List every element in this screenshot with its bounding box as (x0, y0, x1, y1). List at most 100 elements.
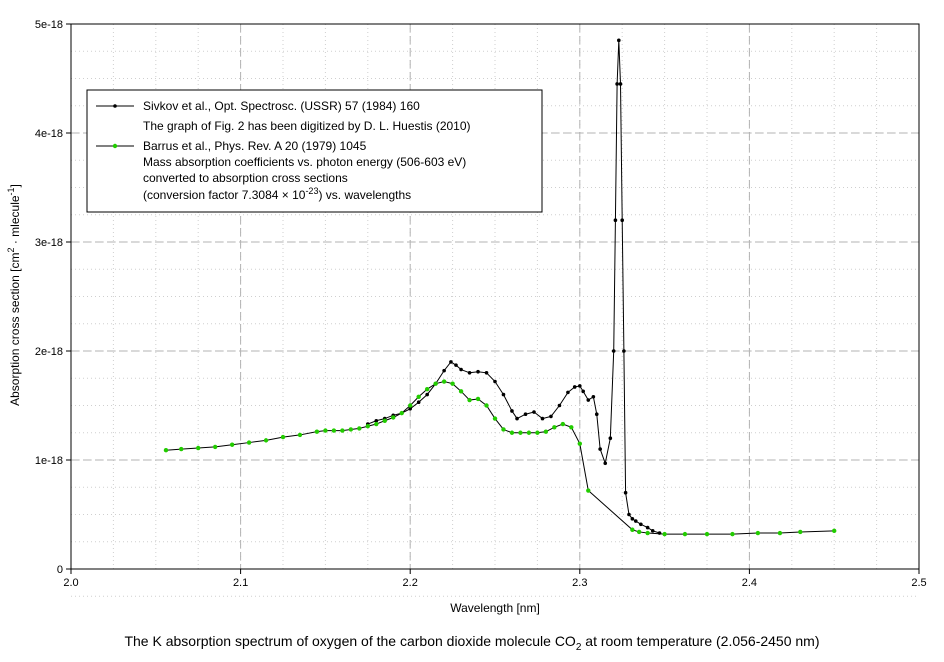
data-point-series-0 (467, 371, 472, 375)
series-layer (163, 38, 837, 537)
data-point-series-1 (314, 429, 320, 434)
data-point-series-1 (357, 426, 362, 431)
data-point-series-1 (832, 528, 837, 534)
data-point-series-0 (623, 490, 628, 495)
data-point-series-1 (323, 428, 328, 433)
caption-prefix: The K absorption spectrum of oxygen of t… (124, 633, 576, 649)
y-tick-label: 5e-18 (35, 19, 63, 31)
data-point-series-0 (633, 519, 638, 523)
x-tick-label: 2.5 (911, 577, 926, 589)
legend-line-converted: converted to absorption cross sections (143, 171, 348, 185)
data-point-series-1 (645, 530, 650, 536)
data-point-series-1 (577, 441, 582, 446)
data-point-series-1 (475, 396, 481, 402)
data-point-series-1 (492, 416, 498, 421)
data-point-series-0 (639, 522, 643, 527)
data-point-series-1 (340, 428, 345, 433)
y-tick-label: 3e-18 (35, 237, 63, 249)
data-point-series-1 (662, 531, 667, 537)
data-point-series-1 (798, 529, 803, 535)
data-point-series-1 (246, 440, 252, 445)
data-point-series-0 (549, 414, 553, 419)
data-point-series-1 (630, 527, 635, 532)
data-point-series-1 (229, 442, 235, 447)
data-point-series-0 (586, 398, 591, 402)
y-tick-label: 0 (57, 564, 63, 576)
x-axis-ticks: 2.0 2.1 2.2 2.3 2.4 2.5 (63, 569, 927, 589)
y-tick-label: 4e-18 (35, 128, 63, 140)
data-point-series-1 (755, 530, 761, 536)
data-point-series-0 (618, 82, 623, 86)
data-point-series-1 (636, 529, 642, 535)
y-tick-label: 1e-18 (35, 455, 63, 467)
data-point-series-0 (615, 82, 619, 86)
x-tick-label: 2.2 (403, 577, 418, 589)
data-point-series-0 (603, 461, 608, 466)
data-point-series-0 (613, 218, 618, 222)
data-point-series-0 (501, 392, 506, 397)
data-point-series-1 (263, 438, 269, 443)
x-tick-label: 2.0 (63, 577, 78, 589)
data-point-series-0 (449, 360, 453, 364)
plot-frame (70, 23, 920, 570)
data-point-series-1 (518, 430, 523, 435)
data-point-series-0 (532, 410, 536, 414)
data-point-series-0 (622, 349, 626, 353)
data-point-series-0 (484, 371, 489, 375)
legend-line-conversion-factor: (conversion factor 7.3084 × 10-23) vs. w… (143, 186, 411, 202)
data-point-series-0 (617, 38, 621, 43)
data-point-series-0 (645, 525, 650, 530)
data-point-series-1 (467, 397, 472, 403)
data-point-series-0 (581, 389, 585, 394)
data-point-series-1 (704, 531, 710, 537)
data-point-series-1 (552, 425, 557, 430)
data-point-series-1 (365, 424, 370, 429)
x-tick-label: 2.1 (233, 577, 248, 589)
data-point-series-0 (476, 369, 480, 374)
data-point-series-0 (408, 406, 413, 411)
data-point-series-1 (163, 447, 169, 453)
data-point-series-0 (510, 409, 514, 413)
data-point-series-1 (433, 381, 438, 386)
data-point-series-1 (543, 429, 549, 434)
legend-marker-sivkov (113, 104, 117, 108)
data-point-series-1 (374, 421, 379, 427)
x-tick-label: 2.4 (742, 577, 757, 589)
data-point-series-0 (493, 379, 497, 384)
x-tick-label: 2.3 (572, 577, 587, 589)
caption-subscript: 2 (575, 641, 582, 653)
y-tick-label: 2e-18 (35, 346, 63, 358)
series-line-1 (165, 381, 835, 535)
data-point-series-0 (540, 416, 545, 421)
data-point-series-1 (399, 410, 404, 416)
data-point-series-0 (442, 368, 446, 373)
data-point-series-1 (509, 430, 515, 435)
series-line-0 (367, 40, 660, 534)
data-point-series-1 (408, 403, 413, 408)
data-point-series-1 (348, 427, 354, 432)
chart: 2.0 2.1 2.2 2.3 2.4 2.5 0 1e-18 2e-18 3e-18 4e-18… (6, 19, 927, 615)
data-point-series-0 (416, 400, 421, 405)
data-point-series-1 (382, 418, 387, 423)
data-point-series-1 (535, 430, 540, 435)
data-point-series-1 (450, 381, 455, 386)
data-point-series-1 (416, 394, 421, 399)
data-point-series-0 (459, 367, 463, 372)
y-axis-label: Absorption cross section [cm2 · mlecule-… (6, 184, 22, 406)
data-point-series-0 (620, 218, 624, 222)
data-point-series-1 (586, 488, 591, 493)
data-point-series-0 (425, 392, 429, 397)
data-point-series-0 (591, 394, 596, 399)
data-point-series-0 (566, 390, 570, 395)
data-point-series-1 (569, 425, 574, 430)
data-point-series-0 (523, 412, 528, 417)
legend-box (86, 89, 543, 213)
data-point-series-0 (515, 416, 519, 421)
y-axis-ticks: 0 1e-18 2e-18 3e-18 4e-18 5e-18 (35, 19, 71, 576)
data-point-series-0 (630, 517, 635, 521)
legend: Sivkov et al., Opt. Spectrosc. (USSR) 57… (86, 89, 543, 213)
data-point-series-1 (458, 389, 464, 394)
data-point-series-1 (730, 531, 735, 537)
data-point-series-1 (196, 445, 201, 451)
data-point-series-1 (212, 444, 218, 450)
